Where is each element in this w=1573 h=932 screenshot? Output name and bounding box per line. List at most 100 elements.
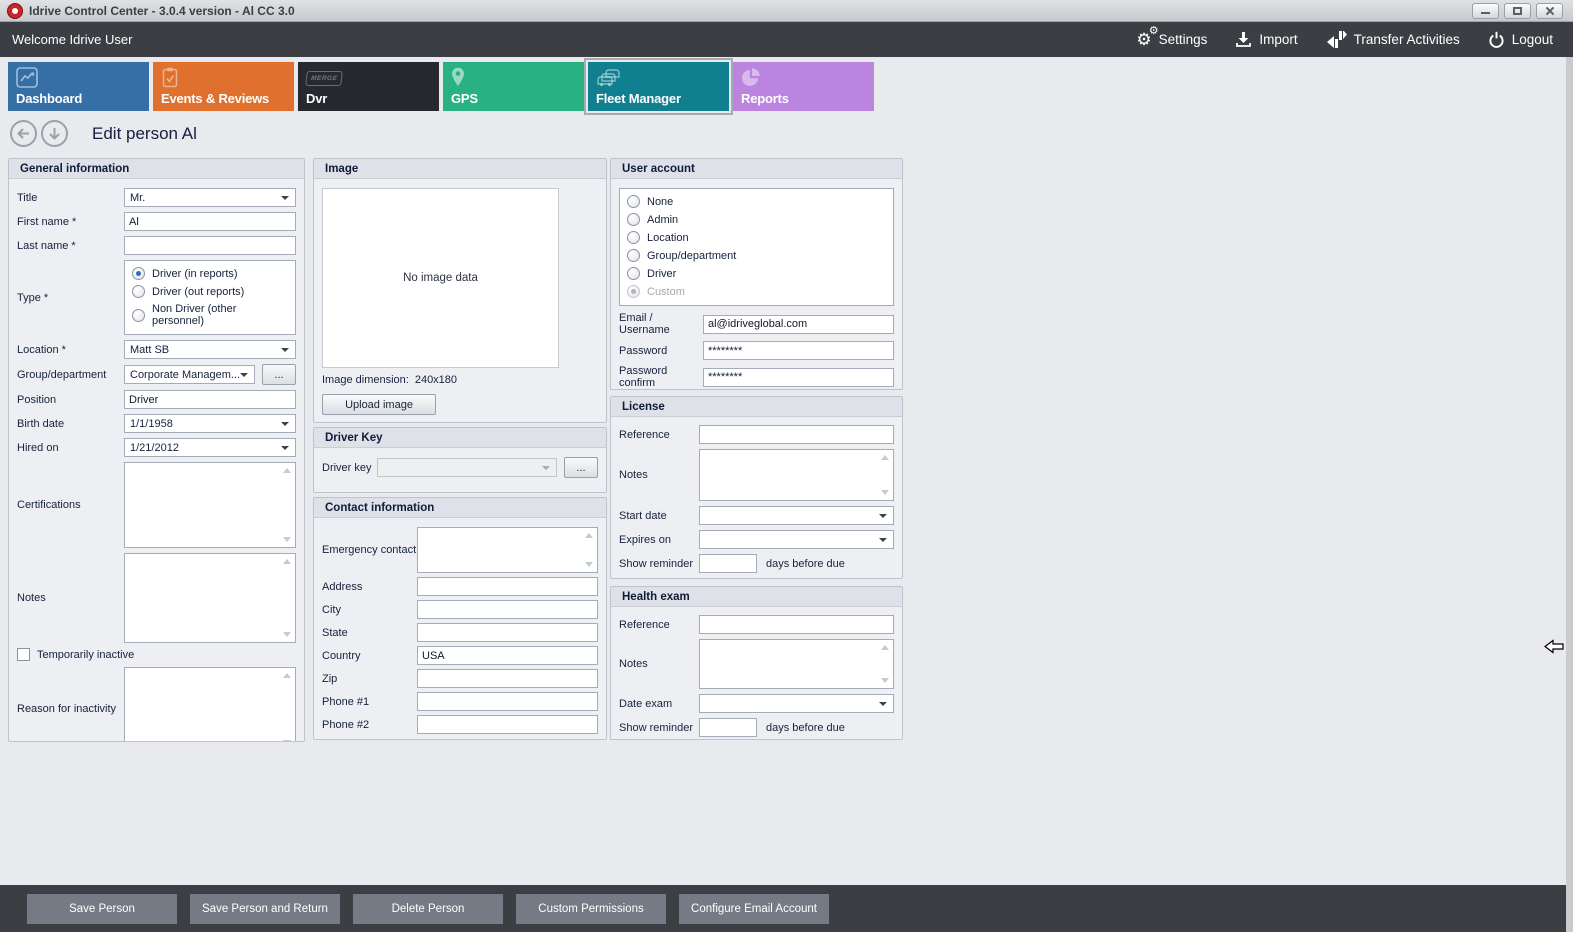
group-department-select[interactable]: Corporate Managem... — [124, 365, 255, 384]
tab-reports[interactable]: Reports — [733, 62, 874, 111]
birth-date-label: Birth date — [17, 417, 65, 430]
health-reminder-input[interactable] — [699, 718, 757, 737]
footer-action-bar: Save Person Save Person and Return Delet… — [0, 885, 1573, 932]
health-date-exam-select[interactable] — [699, 694, 894, 713]
delete-person-button[interactable]: Delete Person — [353, 893, 503, 924]
image-dimension-value: 240x180 — [414, 374, 458, 386]
health-notes-textarea[interactable] — [699, 639, 894, 689]
group-department-label: Group/department — [17, 368, 107, 381]
health-notes-label: Notes — [619, 658, 648, 670]
emergency-contact-label: Emergency contact — [322, 544, 417, 556]
scrollbar-up-icon — [283, 468, 291, 473]
close-button[interactable] — [1536, 2, 1563, 19]
configure-email-account-button[interactable]: Configure Email Account — [679, 893, 829, 924]
welcome-text: Welcome Idrive User — [12, 32, 133, 47]
logout-button[interactable]: Logout — [1488, 31, 1553, 48]
role-option-location[interactable]: Location — [627, 231, 886, 244]
save-person-and-return-button[interactable]: Save Person and Return — [190, 893, 340, 924]
first-name-input[interactable] — [124, 212, 296, 231]
reason-for-inactivity-label: Reason for inactivity — [17, 703, 117, 715]
radio-icon — [132, 267, 145, 280]
license-reminder-input[interactable] — [699, 554, 757, 573]
dvr-merge-plate-icon: MERGE — [305, 67, 344, 86]
dashboard-chart-icon — [16, 67, 38, 93]
driver-key-more-button[interactable]: ... — [564, 457, 598, 478]
transfer-activities-button[interactable]: Transfer Activities — [1326, 31, 1460, 48]
health-reminder-suffix: days before due — [766, 721, 845, 734]
location-label: Location * — [17, 343, 66, 356]
email-username-input[interactable] — [703, 314, 894, 334]
type-option-non-driver[interactable]: Non Driver (other personnel) — [132, 303, 288, 327]
license-reminder-suffix: days before due — [766, 557, 845, 570]
page-title: Edit person Al — [92, 123, 197, 143]
driver-key-label: Driver key — [322, 461, 372, 474]
scrollbar-down-icon — [283, 632, 291, 637]
upload-image-button[interactable]: Upload image — [322, 394, 436, 415]
state-input[interactable] — [417, 623, 598, 642]
certifications-textarea[interactable] — [124, 462, 296, 548]
role-option-group-department[interactable]: Group/department — [627, 249, 886, 262]
down-button[interactable] — [41, 120, 68, 147]
license-panel: License Reference Notes Start date Expir… — [610, 396, 903, 579]
custom-permissions-button[interactable]: Custom Permissions — [516, 893, 666, 924]
hired-on-select[interactable]: 1/21/2012 — [124, 438, 296, 457]
reason-for-inactivity-textarea[interactable] — [124, 667, 296, 741]
maximize-button[interactable] — [1504, 2, 1531, 19]
panel-header: Image — [314, 159, 606, 179]
minimize-button[interactable] — [1472, 2, 1499, 19]
power-icon — [1488, 31, 1505, 48]
emergency-contact-textarea[interactable] — [417, 527, 598, 573]
person-image-placeholder: No image data — [322, 188, 559, 368]
password-confirm-input[interactable] — [703, 367, 894, 387]
group-department-more-button[interactable]: ... — [262, 364, 296, 385]
phone1-input[interactable] — [417, 692, 598, 711]
location-select[interactable]: Matt SB — [124, 340, 296, 359]
password-confirm-label: Password confirm — [619, 365, 668, 389]
health-date-exam-label: Date exam — [619, 697, 673, 710]
role-option-admin[interactable]: Admin — [627, 213, 886, 226]
tab-events-reviews[interactable]: Events & Reviews — [153, 62, 294, 111]
zip-input[interactable] — [417, 669, 598, 688]
radio-icon — [627, 195, 640, 208]
country-input[interactable] — [417, 646, 598, 665]
scrollbar-up-icon — [881, 645, 889, 650]
type-label: Type * — [17, 291, 49, 304]
scrollbar-up-icon — [283, 673, 291, 678]
back-button[interactable] — [10, 120, 37, 147]
role-option-none[interactable]: None — [627, 195, 886, 208]
address-input[interactable] — [417, 577, 598, 596]
type-option-driver-out-reports[interactable]: Driver (out reports) — [132, 285, 288, 298]
import-button[interactable]: Import — [1235, 31, 1298, 48]
minimize-icon — [1481, 11, 1490, 14]
license-start-date-label: Start date — [619, 509, 667, 522]
arrow-down-icon — [49, 128, 60, 140]
top-header-bar: Welcome Idrive User ⚙ ⚙ Settings Import T… — [0, 22, 1573, 57]
password-input[interactable] — [703, 341, 894, 360]
title-select[interactable]: Mr. — [124, 188, 296, 207]
license-expires-on-select[interactable] — [699, 530, 894, 549]
radio-icon — [132, 308, 145, 322]
user-account-panel: User account None Admin Location Group/d… — [610, 158, 903, 390]
position-input[interactable] — [124, 390, 296, 409]
type-option-driver-in-reports[interactable]: Driver (in reports) — [132, 267, 288, 280]
role-option-driver[interactable]: Driver — [627, 267, 886, 280]
settings-button[interactable]: ⚙ ⚙ Settings — [1136, 25, 1208, 49]
license-notes-textarea[interactable] — [699, 449, 894, 501]
save-person-button[interactable]: Save Person — [27, 893, 177, 924]
license-reference-input[interactable] — [699, 425, 894, 444]
close-icon — [1545, 6, 1555, 16]
last-name-input[interactable] — [124, 236, 296, 255]
notes-textarea[interactable] — [124, 553, 296, 643]
position-label: Position — [17, 393, 57, 406]
tab-gps[interactable]: GPS — [443, 62, 584, 111]
tab-dashboard[interactable]: Dashboard — [8, 62, 149, 111]
health-reference-input[interactable] — [699, 615, 894, 634]
tab-dvr[interactable]: MERGE Dvr — [298, 62, 439, 111]
license-start-date-select[interactable] — [699, 506, 894, 525]
temporarily-inactive-checkbox[interactable] — [17, 648, 30, 661]
radio-icon — [627, 285, 640, 298]
tab-fleet-manager[interactable]: Fleet Manager — [584, 58, 733, 115]
city-input[interactable] — [417, 600, 598, 619]
birth-date-select[interactable]: 1/1/1958 — [124, 414, 296, 433]
phone2-input[interactable] — [417, 715, 598, 734]
